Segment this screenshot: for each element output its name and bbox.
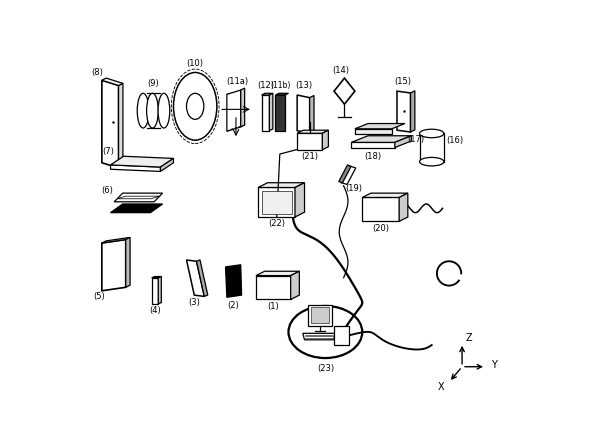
Text: (2): (2) [227, 301, 239, 309]
Polygon shape [258, 183, 305, 187]
Polygon shape [334, 78, 355, 104]
Polygon shape [256, 271, 299, 276]
Polygon shape [352, 142, 395, 148]
Polygon shape [110, 156, 174, 167]
Ellipse shape [137, 93, 149, 128]
Text: (4): (4) [149, 306, 161, 315]
Polygon shape [355, 129, 392, 134]
Text: (18): (18) [365, 152, 382, 161]
Ellipse shape [158, 93, 170, 128]
Polygon shape [291, 271, 299, 299]
Text: (21): (21) [302, 152, 318, 161]
Polygon shape [399, 193, 408, 221]
Text: (12): (12) [257, 81, 274, 89]
Polygon shape [152, 278, 158, 304]
Polygon shape [362, 193, 408, 197]
Text: (17): (17) [407, 135, 424, 144]
Ellipse shape [420, 158, 444, 166]
Polygon shape [395, 136, 411, 148]
Polygon shape [297, 133, 323, 150]
Text: X: X [438, 381, 444, 391]
Polygon shape [362, 197, 399, 221]
Ellipse shape [147, 93, 159, 128]
Polygon shape [420, 134, 444, 161]
Polygon shape [303, 333, 335, 340]
Polygon shape [152, 276, 162, 278]
Text: (13): (13) [295, 81, 312, 90]
Polygon shape [297, 95, 310, 133]
Polygon shape [339, 165, 351, 183]
Polygon shape [158, 276, 162, 304]
Polygon shape [102, 237, 130, 243]
Text: (9): (9) [148, 79, 159, 88]
Polygon shape [276, 93, 288, 95]
Text: Y: Y [491, 360, 497, 370]
Polygon shape [334, 326, 349, 345]
Polygon shape [323, 130, 329, 150]
Polygon shape [311, 307, 329, 323]
Polygon shape [102, 240, 126, 291]
Polygon shape [341, 166, 356, 184]
Polygon shape [102, 78, 123, 85]
Text: (15): (15) [395, 77, 412, 86]
Polygon shape [117, 196, 160, 199]
Polygon shape [411, 91, 415, 132]
Polygon shape [355, 124, 405, 129]
Polygon shape [310, 95, 314, 133]
Text: (16): (16) [446, 136, 463, 145]
Polygon shape [297, 130, 329, 133]
Polygon shape [276, 95, 285, 131]
Text: (11a): (11a) [226, 77, 248, 86]
Polygon shape [256, 276, 291, 299]
Polygon shape [226, 265, 242, 297]
Text: (11b): (11b) [270, 81, 291, 89]
Text: (1): (1) [267, 302, 279, 311]
Polygon shape [186, 260, 204, 296]
Polygon shape [110, 204, 163, 213]
Polygon shape [352, 136, 411, 142]
Text: (7): (7) [102, 148, 114, 156]
Text: (10): (10) [187, 59, 204, 68]
Text: (20): (20) [372, 224, 389, 233]
Polygon shape [197, 260, 208, 296]
Text: (22): (22) [268, 220, 285, 228]
Text: (23): (23) [317, 364, 334, 372]
Text: (19): (19) [345, 184, 362, 193]
Ellipse shape [420, 129, 444, 138]
Polygon shape [241, 88, 245, 127]
Polygon shape [126, 237, 130, 287]
Text: (3): (3) [188, 299, 200, 307]
Ellipse shape [186, 93, 204, 119]
Text: (14): (14) [332, 66, 349, 75]
Text: (6): (6) [101, 187, 113, 195]
Text: Z: Z [466, 332, 472, 343]
Polygon shape [270, 93, 273, 131]
Polygon shape [227, 90, 241, 131]
Polygon shape [262, 191, 291, 214]
Polygon shape [160, 158, 174, 171]
Text: (8): (8) [92, 68, 104, 77]
Polygon shape [262, 93, 273, 95]
Polygon shape [114, 193, 163, 202]
Ellipse shape [171, 69, 219, 144]
Ellipse shape [174, 72, 217, 140]
Polygon shape [119, 83, 123, 168]
Polygon shape [262, 95, 270, 131]
Polygon shape [308, 305, 332, 326]
Polygon shape [110, 165, 160, 171]
Polygon shape [102, 80, 119, 168]
Text: (5): (5) [93, 293, 105, 301]
Polygon shape [258, 187, 295, 217]
Polygon shape [295, 183, 305, 217]
Polygon shape [397, 91, 411, 132]
